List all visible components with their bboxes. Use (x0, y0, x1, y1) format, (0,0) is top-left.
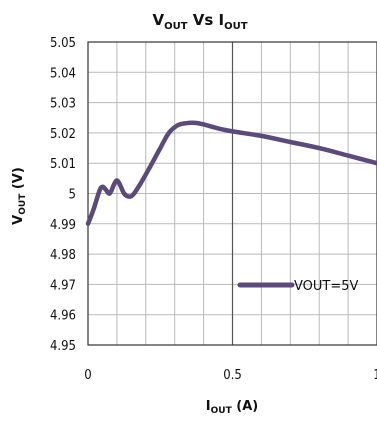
plot-frame (87, 41, 377, 346)
legend: VOUT=5V (237, 279, 359, 294)
x-axis-title: IOUT (A) (206, 399, 258, 416)
y-tick-label: 5.01 (50, 157, 76, 172)
y-tick-label: 4.95 (50, 339, 76, 354)
y-tick-label: 4.99 (50, 218, 76, 233)
y-tick-label: 5.05 (50, 36, 76, 51)
y-tick-label: 5.04 (50, 66, 76, 81)
y-tick-label: 4.98 (50, 248, 76, 263)
x-tick-label: 0.5 (223, 368, 242, 383)
y-tick-label: 5.03 (50, 97, 76, 112)
plot-area (85, 41, 377, 346)
y-tick-label: 4.96 (50, 309, 76, 324)
x-tick-label: 0 (84, 368, 91, 383)
y-axis-title: VOUT (V) (11, 167, 28, 225)
legend-label: VOUT=5V (294, 279, 359, 294)
y-tick-label: 4.97 (50, 278, 76, 293)
x-tick-label: 1 (373, 368, 377, 383)
series-line (85, 120, 377, 227)
y-tick-label: 5.02 (50, 127, 76, 142)
y-tick-label: 5 (69, 188, 76, 203)
chart-title: VOUT Vs IOUT (152, 11, 247, 32)
